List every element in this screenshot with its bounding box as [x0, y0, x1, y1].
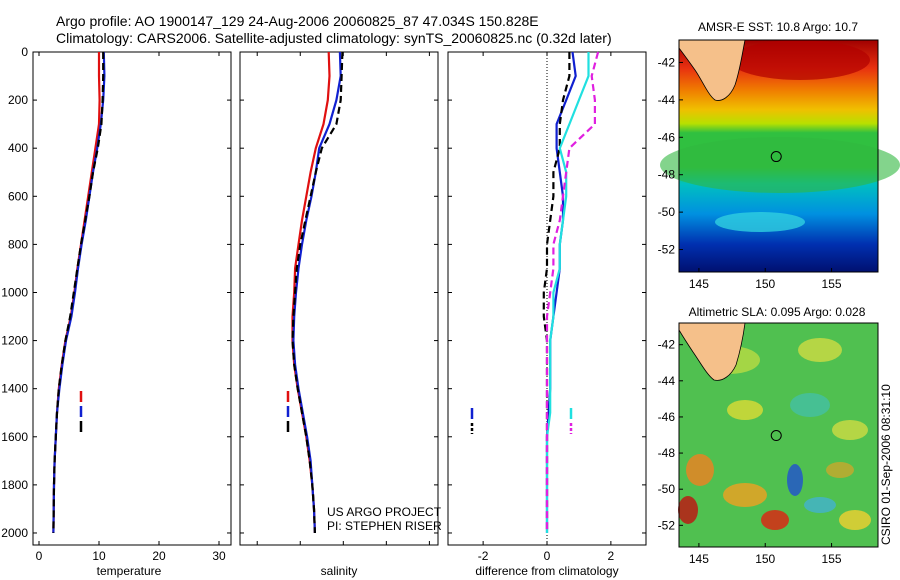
y-tick-label: 400 [8, 141, 28, 155]
sst-map: AMSR-E SST: 10.8 Argo: 10.7 145 150 155 -42… [658, 20, 900, 291]
sla-anomaly [761, 510, 789, 530]
series-line-satellite-adjusted-climatology [52, 51, 106, 534]
sla-anomaly [804, 497, 836, 513]
sst-warm-patch [730, 40, 870, 80]
x-tick-label: 155 [822, 277, 842, 291]
difference-xlabel: difference from climatology [475, 564, 618, 578]
tasmania-land [678, 39, 746, 101]
y-tick-label: 0 [21, 45, 28, 59]
sla-anomaly [727, 400, 763, 420]
sla-anomaly [686, 454, 714, 486]
temperature-axes-frame [32, 51, 232, 546]
float-position-marker [770, 151, 782, 163]
sla-map: Altimetric SLA: 0.095 Argo: 0.028 145 150… [658, 305, 879, 566]
salinity-axes-frame [239, 51, 439, 546]
y-tick-label: 200 [8, 93, 28, 107]
header-line-2: Climatology: CARS2006. Satellite-adjuste… [56, 30, 612, 46]
series-line-satellite-adj-clim- [292, 51, 342, 534]
float-position-marker [770, 430, 782, 442]
sla-anomaly [839, 510, 871, 530]
x-tick-label: 2 [608, 549, 615, 563]
pi-label: PI: STEPHEN RISER [327, 519, 442, 533]
y-tick-label: 1600 [1, 430, 28, 444]
y-tick-label: -52 [658, 518, 676, 532]
y-tick-label: -44 [658, 93, 676, 107]
y-tick-label: 2000 [1, 526, 28, 540]
y-tick-label: 1400 [1, 382, 28, 396]
sla-anomaly [832, 420, 868, 440]
sla-anomaly [798, 338, 842, 362]
series-line-argo-raw-qc- [291, 51, 344, 534]
y-tick-label: 800 [8, 237, 28, 251]
x-tick-label: 150 [755, 552, 775, 566]
x-tick-label: -2 [478, 549, 489, 563]
y-tick-label: 600 [8, 189, 28, 203]
sst-axes-frame [678, 39, 879, 273]
y-tick-label: 1000 [1, 285, 28, 299]
salinity-panel: salinity US ARGO PROJECT PI: STEPHEN RIS… [239, 51, 442, 578]
y-tick-label: -46 [658, 410, 676, 424]
y-tick-label: -42 [658, 338, 676, 352]
sla-anomaly [826, 462, 854, 478]
sla-anomaly [790, 393, 830, 417]
tasmania-land [678, 322, 746, 381]
y-tick-label: -50 [658, 205, 676, 219]
y-tick-label: -52 [658, 243, 676, 257]
x-tick-label: 155 [822, 552, 842, 566]
difference-panel: difference from climatology -2 0 2 [447, 51, 647, 578]
x-tick-label: 10 [92, 549, 106, 563]
series-line-argo-raw-qc- [52, 52, 105, 534]
y-tick-label: -48 [658, 168, 676, 182]
series-line-temperature-argo-adj- [542, 52, 571, 533]
series-line-salinity-satellite [545, 52, 590, 533]
salinity-xlabel: salinity [321, 564, 358, 578]
x-tick-label: 145 [689, 552, 709, 566]
y-tick-label: -44 [658, 374, 676, 388]
temperature-panel: temperature 0 10 20 30 0 200 400 600 800 1000 1200… [1, 45, 232, 578]
series-line-climatology [52, 52, 101, 534]
x-tick-label: 30 [212, 549, 226, 563]
y-tick-label: -46 [658, 130, 676, 144]
sla-axes-frame [678, 322, 879, 548]
y-tick-label: -42 [658, 55, 676, 69]
temperature-xlabel: temperature [97, 564, 162, 578]
sst-map-title: AMSR-E SST: 10.8 Argo: 10.7 [698, 20, 858, 34]
header-line-1: Argo profile: AO 1900147_129 24-Aug-2006… [56, 13, 539, 29]
sst-cyan-tongue [715, 212, 805, 232]
project-label: US ARGO PROJECT [327, 505, 442, 519]
x-tick-label: 0 [36, 549, 43, 563]
series-line-salinity-argo-adj- [545, 51, 600, 533]
timestamp-label: CSIRO 01-Sep-2006 08:31:10 [879, 384, 893, 545]
x-tick-label: 145 [689, 277, 709, 291]
sst-green-band [660, 137, 900, 193]
y-tick-label: -50 [658, 482, 676, 496]
sla-map-title: Altimetric SLA: 0.095 Argo: 0.028 [689, 305, 866, 319]
x-tick-label: 20 [152, 549, 166, 563]
sla-anomaly [723, 483, 767, 507]
sla-anomaly [678, 496, 698, 524]
y-tick-label: 1200 [1, 334, 28, 348]
sla-anomaly [787, 464, 803, 496]
y-tick-label: 1800 [1, 478, 28, 492]
y-tick-label: -48 [658, 446, 676, 460]
x-tick-label: 0 [544, 549, 551, 563]
x-tick-label: 150 [755, 277, 775, 291]
